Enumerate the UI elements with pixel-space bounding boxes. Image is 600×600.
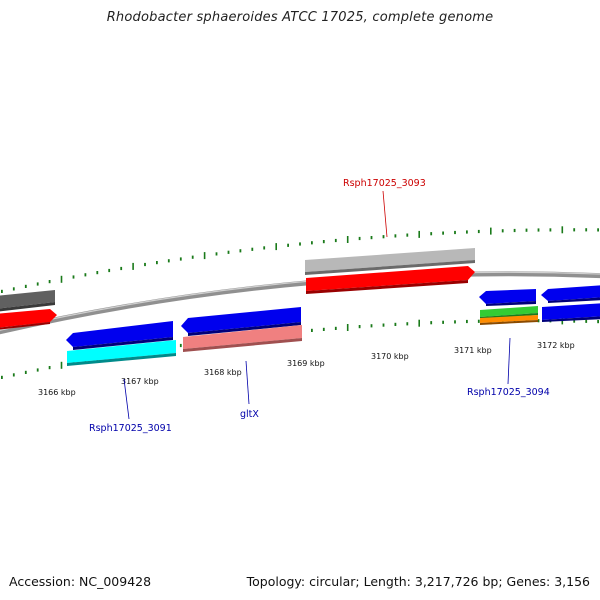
gene-label-rsph17025-3091[interactable]: Rsph17025_3091 [89,423,172,434]
kbp-label-3171: 3171 kbp [454,346,492,355]
genome-backbone [0,271,600,335]
accession-label: Accession: NC_009428 [9,574,152,589]
blue-arrow-3094-shadow [486,301,536,306]
gene-label-gltx[interactable]: gltX [240,409,259,420]
pink-feature-gltx-shadow [183,338,302,352]
blue-arrow-3091[interactable] [66,321,173,347]
gray-feature-left-shadow [0,302,55,312]
orange-feature-3094[interactable] [480,315,538,323]
leader-line-3091 [123,378,130,420]
blue-feature-right-bottom[interactable] [542,303,600,320]
kbp-labels: 3166 kbp 3167 kbp 3168 kbp 3169 kbp 3170… [38,341,575,397]
kbp-label-3170: 3170 kbp [371,352,409,361]
genome-backbone-highlight [0,271,600,331]
gene-features [0,248,600,366]
leader-line-3093 [382,190,388,238]
blue-arrow-right-top[interactable] [541,285,600,301]
gray-feature-3093[interactable] [305,248,475,272]
kbp-label-3166: 3166 kbp [38,388,76,397]
genome-title: Rhodobacter sphaeroides ATCC 17025, comp… [106,10,494,25]
red-arrow-left[interactable] [0,309,57,328]
red-arrow-3093[interactable] [306,266,475,291]
tick-marks-outer [0,226,599,293]
kbp-label-3167: 3167 kbp [121,377,159,386]
blue-arrow-gltx[interactable] [181,307,301,333]
cyan-feature-3091[interactable] [67,340,176,363]
leader-line-gltx [245,360,250,405]
genome-stats: Topology: circular; Length: 3,217,726 bp… [246,574,590,589]
pink-feature-gltx[interactable] [183,325,302,349]
gray-feature-3093-shadow [305,260,475,275]
blue-feature-right-bottom-shadow [542,316,600,322]
blue-arrow-right-top-shadow [548,297,600,303]
kbp-label-3169: 3169 kbp [287,359,325,368]
kbp-label-3168: 3168 kbp [204,368,242,377]
green-feature-3094[interactable] [480,306,538,317]
blue-arrow-gltx-shadow [188,322,301,336]
leader-line-3094 [507,337,511,385]
red-arrow-3093-shadow [306,280,468,294]
gene-label-rsph17025-3094[interactable]: Rsph17025_3094 [467,387,550,398]
orange-feature-3094-shadow [480,320,538,325]
gene-label-rsph17025-3093[interactable]: Rsph17025_3093 [343,178,426,189]
blue-arrow-3091-shadow [73,337,173,350]
red-arrow-left-shadow [0,322,50,330]
blue-arrow-3094[interactable] [479,289,536,304]
gray-feature-left[interactable] [0,290,55,309]
kbp-label-3172: 3172 kbp [537,341,575,350]
cyan-feature-3091-shadow [67,353,176,366]
